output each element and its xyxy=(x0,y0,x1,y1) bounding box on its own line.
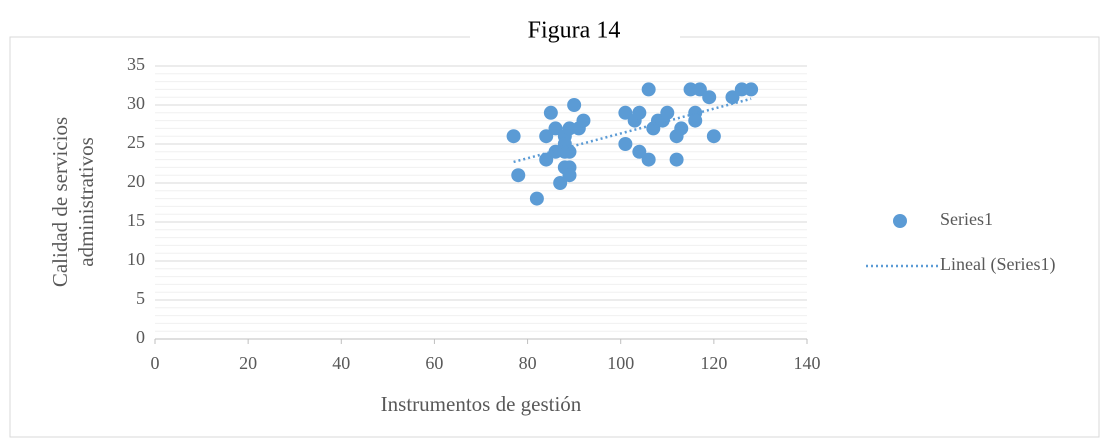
point xyxy=(632,144,647,159)
x-tick-label: 40 xyxy=(332,353,350,373)
y-axis-title-line: Calidad de servicios xyxy=(48,117,72,287)
point xyxy=(660,105,675,120)
legend-label: Series1 xyxy=(940,209,993,229)
x-tick-label: 140 xyxy=(794,353,821,373)
x-tick-label: 60 xyxy=(425,353,443,373)
point xyxy=(562,144,577,159)
point xyxy=(539,129,554,144)
legend-swatch xyxy=(893,214,907,228)
point xyxy=(567,98,582,112)
point xyxy=(674,121,689,136)
point xyxy=(548,121,563,136)
point xyxy=(562,168,577,183)
point xyxy=(618,105,633,120)
point xyxy=(641,82,656,97)
legend-label: Lineal (Series1) xyxy=(940,254,1055,275)
point xyxy=(688,113,703,128)
y-tick-label: 35 xyxy=(127,54,145,74)
chart-title: Figura 14 xyxy=(528,18,621,44)
x-tick-label: 20 xyxy=(239,353,257,373)
x-tick-label: 80 xyxy=(519,353,537,373)
chart-border xyxy=(9,36,1100,438)
point xyxy=(506,129,521,144)
point xyxy=(692,82,707,97)
point xyxy=(725,90,740,105)
point xyxy=(529,191,544,206)
point xyxy=(553,176,568,190)
y-axis-title-line: administrativos xyxy=(74,137,98,267)
y-tick-label: 5 xyxy=(136,288,145,308)
y-tick-label: 0 xyxy=(136,327,145,347)
y-tick-label: 20 xyxy=(127,171,145,191)
y-tick-label: 30 xyxy=(127,93,145,113)
y-tick-label: 15 xyxy=(127,210,145,230)
trend-line xyxy=(513,97,752,164)
point xyxy=(641,152,656,167)
y-tick-label: 25 xyxy=(127,132,145,152)
point xyxy=(632,105,647,120)
point xyxy=(511,168,526,183)
y-axis-title: Calidad de servicios administrativos xyxy=(48,117,98,287)
point xyxy=(706,129,721,144)
point xyxy=(744,82,759,97)
x-tick-label: 100 xyxy=(607,353,634,373)
point xyxy=(539,152,554,167)
point xyxy=(618,137,633,151)
y-tick-label: 10 xyxy=(127,249,145,269)
point xyxy=(669,152,684,167)
point xyxy=(576,113,591,128)
point xyxy=(543,105,558,120)
x-tick-label: 0 xyxy=(151,353,160,373)
title-bg xyxy=(470,14,680,60)
point xyxy=(702,90,717,105)
x-axis-title: Instrumentos de gestión xyxy=(381,392,582,416)
x-tick-label: 120 xyxy=(700,353,727,373)
